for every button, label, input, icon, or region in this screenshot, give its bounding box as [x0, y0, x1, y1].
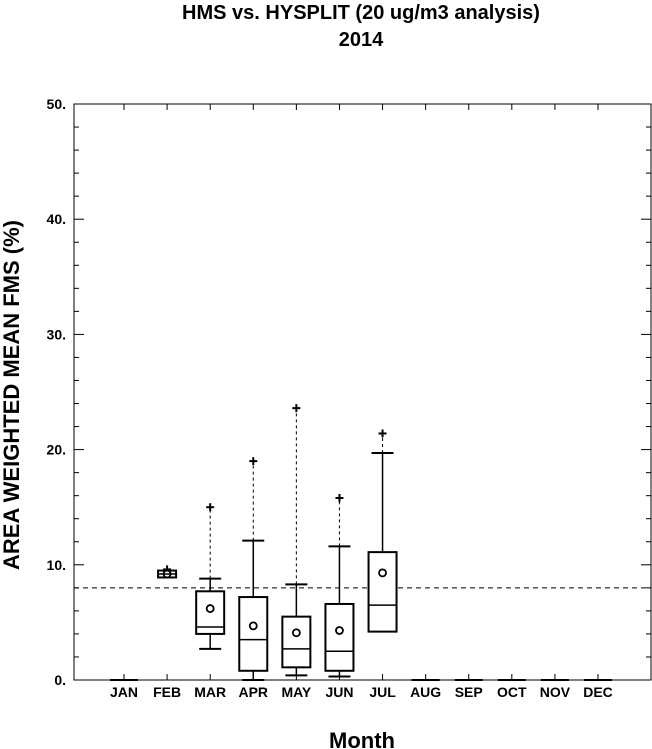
mean-marker: [291, 628, 301, 638]
box-body: [324, 602, 355, 672]
x-axis-ticks: JAN FEB MAR APR MAY JUN JUL AUG SEP OCT NOV DEC: [110, 104, 613, 700]
y-tick-label: 20.: [47, 442, 66, 458]
x-tick-label: MAR: [194, 684, 226, 700]
y-axis-ticks: 0. 10. 20. 30. 40. 50.: [47, 96, 651, 688]
mean-marker: [162, 569, 172, 579]
x-tick-label: APR: [238, 684, 268, 700]
x-tick-label: JAN: [110, 684, 138, 700]
box-series: [110, 404, 612, 681]
mean-marker: [205, 604, 215, 613]
x-tick-label: OCT: [497, 684, 527, 700]
box-body: [367, 551, 398, 633]
x-tick-label: FEB: [153, 684, 181, 700]
chart-subtitle: 2014: [338, 29, 384, 51]
box-feb: [157, 565, 178, 579]
x-axis-title: Month: [329, 728, 395, 749]
box-jul: [367, 429, 398, 633]
mean-marker: [335, 626, 344, 635]
x-tick-label: JUL: [369, 684, 396, 700]
box-mar: [195, 503, 226, 650]
x-tick-label: SEP: [455, 684, 483, 700]
x-tick-label: JUN: [325, 684, 353, 700]
y-tick-label: 10.: [47, 557, 66, 573]
box-body: [281, 615, 312, 669]
x-tick-label: NOV: [540, 684, 571, 700]
chart-title: HMS vs. HYSPLIT (20 ug/m3 analysis): [182, 2, 540, 24]
plot-border: [73, 103, 652, 681]
y-tick-label: 40.: [47, 211, 66, 227]
box-jun: [324, 493, 355, 678]
mean-marker: [378, 568, 387, 578]
y-tick-label: 0.: [54, 672, 66, 688]
box-body: [238, 596, 269, 672]
x-tick-label: MAY: [281, 684, 311, 700]
y-axis-title: AREA WEIGHTED MEAN FMS (%): [0, 220, 24, 570]
box-apr: [238, 457, 269, 681]
x-tick-label: DEC: [583, 684, 613, 700]
mean-marker: [248, 621, 258, 631]
plot-frame: [73, 103, 652, 681]
x-tick-label: AUG: [410, 684, 441, 700]
y-tick-label: 30.: [47, 326, 66, 342]
box-may: [281, 404, 312, 677]
y-tick-label: 50.: [47, 96, 66, 112]
